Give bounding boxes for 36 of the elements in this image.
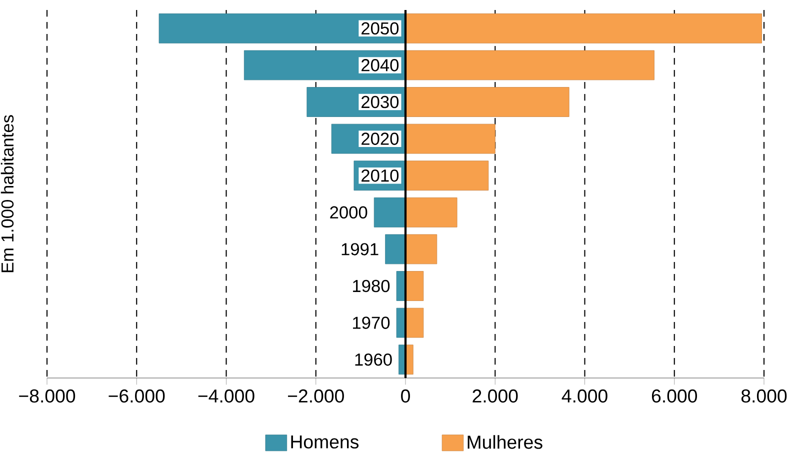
y-tick-label: 1991	[342, 243, 378, 256]
x-tick-label: 2.000	[472, 389, 518, 403]
bar	[405, 50, 654, 80]
bar	[405, 197, 458, 228]
bar	[405, 124, 496, 154]
x-tick-label: −2.000	[288, 389, 344, 403]
x-tick-label: 4.000	[562, 389, 608, 403]
y-tick-label: 2000	[330, 206, 368, 219]
x-tick-label: 6.000	[652, 389, 698, 403]
x-tick-label: 8.000	[741, 389, 787, 403]
y-axis-title: Em 1.000 habitantes	[0, 115, 14, 272]
bar	[405, 308, 424, 338]
bar	[385, 234, 406, 264]
bar	[405, 234, 438, 264]
y-tick-label: 2030	[362, 96, 399, 108]
bar	[396, 308, 406, 338]
bar	[405, 87, 570, 117]
x-tick-label: 0	[401, 389, 410, 403]
y-tick-label: 2050	[362, 22, 399, 35]
y-tick-label: 2020	[362, 132, 399, 145]
x-tick-label: −8.000	[19, 389, 76, 403]
y-tick-label: 2040	[362, 59, 399, 72]
bar	[158, 13, 406, 44]
x-tick-label: −4.000	[198, 389, 254, 403]
bar	[374, 197, 406, 228]
legend-label: Mulheres	[468, 435, 542, 449]
legend-label: Homens	[291, 435, 359, 448]
bar	[396, 271, 406, 301]
y-tick-label: 2010	[362, 169, 399, 182]
bar	[405, 13, 762, 44]
x-tick-label: −6.000	[108, 389, 165, 403]
y-tick-label: 1960	[355, 353, 392, 366]
bar	[405, 160, 489, 191]
y-tick-label: 1970	[353, 316, 390, 329]
bar	[405, 271, 424, 301]
y-tick-label: 1980	[353, 280, 390, 292]
